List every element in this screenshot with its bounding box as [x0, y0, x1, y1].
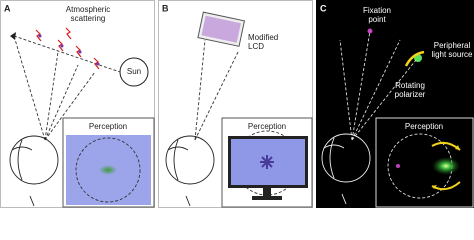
annotation: point	[368, 15, 386, 24]
annotation: LCD	[248, 42, 264, 51]
brush	[99, 165, 117, 175]
field-circle	[75, 137, 141, 203]
arrow-heads	[432, 145, 460, 189]
page: A Atmospheric scattering Sun Perception …	[0, 0, 474, 208]
brush	[260, 155, 274, 169]
arrow	[10, 32, 16, 40]
panel-label: B	[162, 3, 169, 13]
inset-title: Perception	[405, 122, 443, 131]
stand	[263, 188, 271, 196]
panel-label: A	[4, 3, 11, 13]
scattering	[35, 27, 100, 70]
polarization	[38, 34, 100, 66]
annotation: Fixation	[363, 6, 391, 15]
panel-b: B Modified LCD Perception	[158, 0, 313, 208]
stand-base	[252, 196, 282, 200]
annotation: polarizer	[395, 90, 426, 99]
eye	[165, 135, 215, 207]
sun	[119, 57, 149, 87]
annotation: Sun	[127, 67, 141, 76]
lcd	[197, 11, 246, 47]
panel-a: A Atmospheric scattering Sun Perception	[0, 0, 155, 208]
panel-label: C	[320, 3, 327, 13]
panel-c: C Fixation point Peripheral light source…	[316, 0, 474, 208]
eye	[9, 135, 59, 207]
figure: A Atmospheric scattering Sun Perception …	[0, 0, 474, 208]
light-paths	[194, 39, 239, 141]
annotation: Rotating	[395, 81, 425, 90]
light-paths	[13, 35, 121, 141]
annotation: Modified	[248, 33, 278, 42]
inset-title: Perception	[248, 122, 286, 131]
light-paths	[339, 30, 417, 141]
eye	[321, 133, 371, 205]
brush	[432, 157, 460, 175]
fixation-point	[396, 164, 400, 168]
polarizer	[404, 50, 425, 67]
annotation: scattering	[71, 14, 106, 23]
annotation: Peripheral	[434, 41, 471, 50]
inset-title: Perception	[89, 122, 127, 131]
annotation: Atmospheric	[66, 5, 110, 14]
annotation: light source	[432, 50, 473, 59]
